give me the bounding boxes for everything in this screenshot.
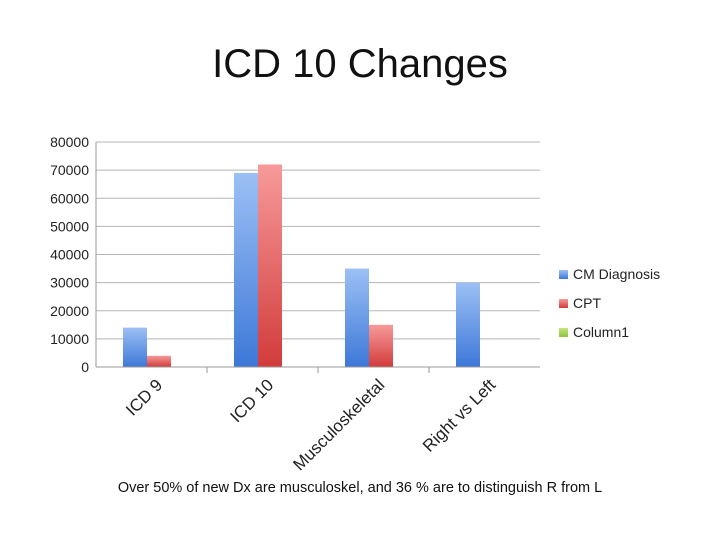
- legend-swatch: [559, 270, 568, 279]
- bars: [123, 164, 480, 367]
- y-tick-label: 0: [81, 359, 89, 375]
- legend-label: Column1: [573, 324, 629, 340]
- slide-title: ICD 10 Changes: [212, 42, 508, 86]
- x-tick-label: Right vs Left: [419, 375, 499, 455]
- y-tick-label: 70000: [50, 162, 89, 178]
- bar-cpt: [258, 164, 282, 367]
- bar-cpt: [147, 355, 171, 367]
- y-tick-label: 10000: [50, 331, 89, 347]
- y-tick-label: 30000: [50, 275, 89, 291]
- bar-cm-diagnosis: [234, 172, 258, 367]
- y-tick-label: 80000: [50, 134, 89, 150]
- bar-cm-diagnosis: [456, 282, 480, 367]
- y-tick-label: 50000: [50, 218, 89, 234]
- y-tick-label: 60000: [50, 190, 89, 206]
- legend-swatch: [559, 299, 568, 308]
- x-tick-label: ICD 10: [226, 375, 277, 426]
- y-axis-ticks: 0 10000 20000 30000 40000 50000 60000 70000 8000…: [50, 134, 89, 375]
- slide-caption: Over 50% of new Dx are musculoskel, and …: [117, 480, 603, 496]
- x-tick-label: Musculoskeletal: [289, 375, 388, 474]
- x-axis-ticks: ICD 9 ICD 10 Musculoskeletal Right vs Left: [122, 367, 500, 474]
- legend: CM Diagnosis CPT Column1: [559, 266, 660, 340]
- plot-area: 0 10000 20000 30000 40000 50000 60000 70000 8000…: [50, 134, 540, 474]
- legend-label: CPT: [573, 295, 601, 311]
- bar-cm-diagnosis: [345, 268, 369, 367]
- legend-label: CM Diagnosis: [573, 266, 660, 282]
- x-tick-label: ICD 9: [122, 375, 166, 419]
- y-tick-label: 20000: [50, 303, 89, 319]
- y-tick-label: 40000: [50, 247, 89, 263]
- gridlines: [96, 141, 540, 340]
- bar-cm-diagnosis: [123, 327, 147, 367]
- bar-cpt: [369, 324, 393, 367]
- legend-swatch: [559, 328, 568, 337]
